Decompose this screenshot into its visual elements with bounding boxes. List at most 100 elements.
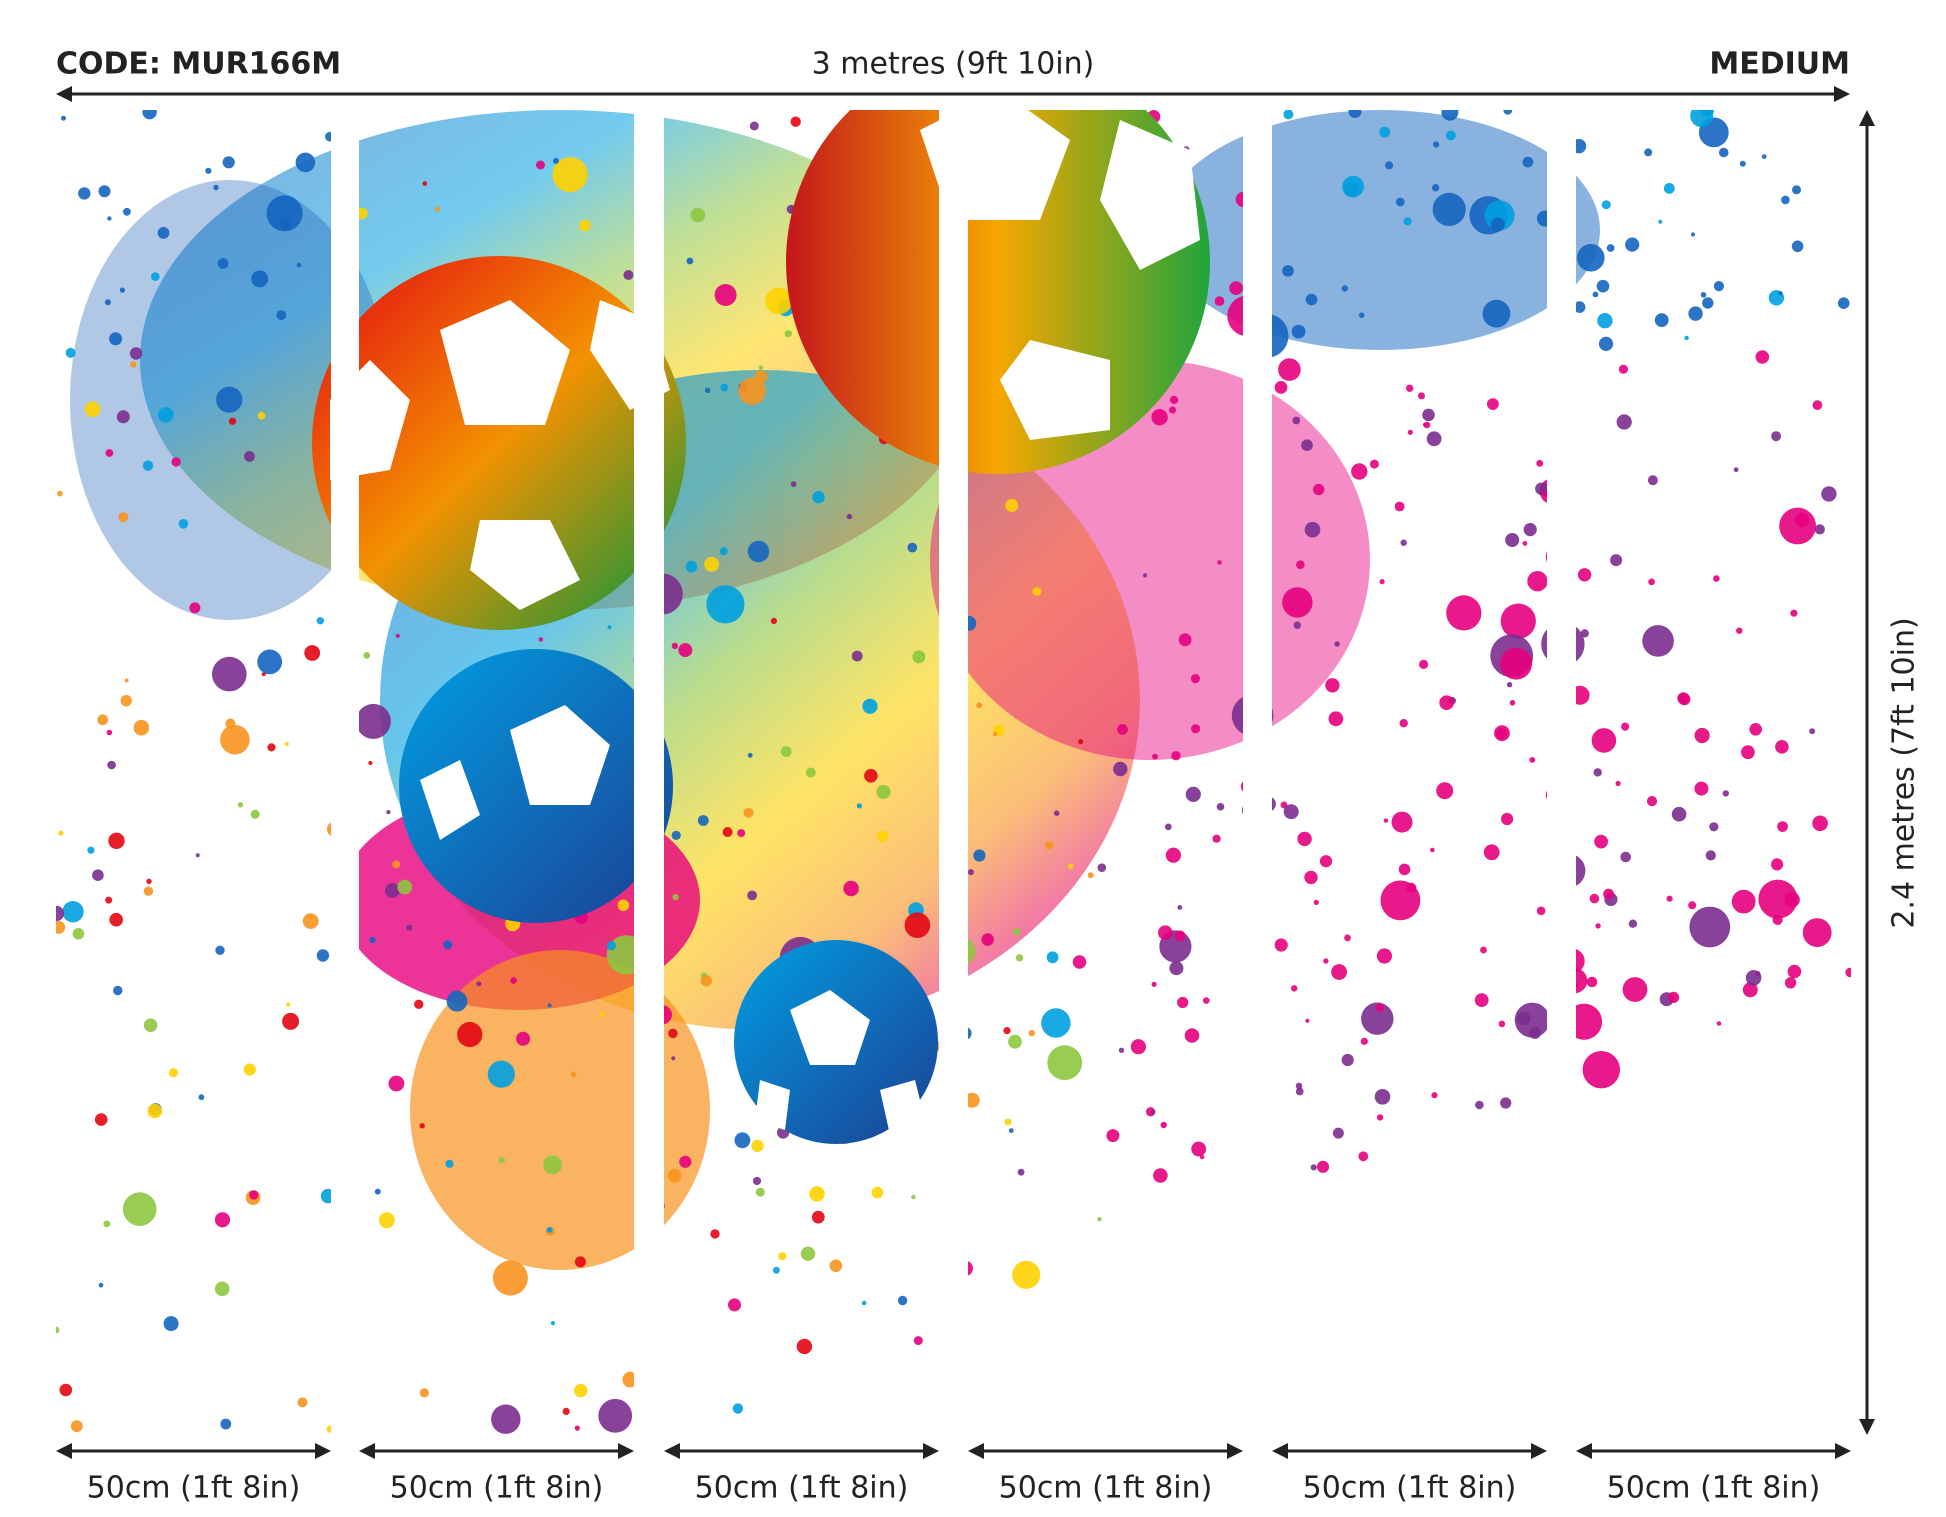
paint-dot [1015, 954, 1024, 962]
paint-dot [1439, 695, 1454, 710]
paint-dot [78, 187, 91, 200]
paint-dot [1244, 314, 1289, 358]
paint-dot [406, 924, 413, 931]
paint-dot [1203, 997, 1210, 1004]
paint-dot [1274, 381, 1288, 394]
panel-width-label: 50cm (1ft 8in) [1303, 1471, 1517, 1506]
paint-dot [1385, 161, 1394, 170]
paint-dot [574, 1256, 586, 1268]
paint-dot [904, 912, 931, 938]
paint-dot [1523, 523, 1537, 537]
splash [1160, 110, 1600, 350]
paint-dot [671, 642, 679, 650]
paint-dot [386, 810, 391, 815]
paint-dot [861, 1300, 867, 1306]
paint-dot [356, 207, 368, 220]
paint-dot [492, 1260, 528, 1296]
paint-dot [331, 498, 345, 511]
paint-dot [142, 460, 154, 471]
paint-dot [1812, 815, 1828, 832]
paint-dot [1171, 751, 1181, 761]
paint-dot [1305, 1018, 1310, 1023]
paint-dot [1595, 923, 1601, 929]
paint-dot [1164, 823, 1172, 831]
paint-dot [719, 547, 728, 556]
paint-dot [1432, 192, 1466, 226]
paint-dot [1243, 966, 1255, 977]
paint-dot [498, 1157, 505, 1164]
paint-dot [912, 650, 926, 664]
paint-dot [395, 633, 400, 638]
paint-dot [1559, 780, 1566, 787]
paint-dot [325, 131, 335, 142]
paint-dot [104, 299, 111, 306]
paint-dot [678, 643, 693, 658]
paint-dot [728, 1298, 741, 1312]
paint-dot [113, 985, 123, 996]
paint-dot [1506, 682, 1513, 688]
paint-dot [214, 1281, 230, 1297]
paint-dot [1610, 554, 1623, 567]
paint-dot [1503, 110, 1513, 115]
paint-dot [635, 337, 645, 347]
paint-dot [758, 365, 764, 371]
paint-dot [378, 1212, 395, 1229]
paint-dot [1113, 761, 1128, 777]
paint-dot [1374, 1089, 1391, 1105]
paint-dot [1648, 578, 1655, 586]
paint-dot [547, 1003, 552, 1008]
paint-dot [1775, 740, 1789, 754]
width-label: 3 metres (9ft 10in) [812, 47, 1095, 82]
paint-dot [1678, 693, 1691, 706]
paint-dot [543, 1155, 562, 1175]
paint-dot [948, 937, 976, 965]
paint-dot [213, 184, 219, 191]
paint-dot [98, 185, 111, 198]
paint-dot [320, 1188, 336, 1204]
paint-dot [1400, 539, 1407, 546]
paint-dot [1169, 961, 1184, 976]
paint-dot [286, 1002, 291, 1007]
paint-dot [1012, 1260, 1041, 1289]
paint-dot [1741, 745, 1755, 760]
paint-dot [276, 310, 287, 320]
paint-dot [296, 262, 302, 268]
paint-dot [649, 811, 656, 818]
paint-dot [1620, 851, 1631, 863]
paint-dot [1779, 507, 1816, 545]
paint-dot [1431, 1092, 1438, 1099]
paint-dot [335, 1296, 344, 1305]
paint-dot [1514, 1002, 1550, 1038]
paint-dot [1596, 279, 1610, 293]
paint-dot [1690, 232, 1696, 237]
paint-dot [1787, 964, 1802, 979]
paint-dot [720, 383, 729, 392]
paint-dot [94, 1113, 108, 1126]
paint-dot [62, 901, 84, 923]
paint-dot [1709, 822, 1719, 832]
paint-dot [334, 1083, 345, 1095]
paint-dot [130, 361, 137, 368]
paint-dot [1814, 524, 1825, 535]
paint-dot [56, 1326, 60, 1334]
paint-dot [84, 401, 101, 418]
paint-dot [327, 821, 343, 837]
paint-dot [1561, 757, 1570, 766]
paint-dot [244, 451, 255, 462]
paint-dot [419, 1388, 429, 1398]
paint-dot [1527, 571, 1548, 592]
paint-dot [958, 1026, 972, 1040]
paint-dot [1391, 811, 1413, 833]
paint-dot [1542, 490, 1549, 497]
paint-dot [945, 403, 960, 417]
paint-dot [168, 1068, 178, 1078]
paint-dot [1509, 700, 1516, 706]
paint-dot [1252, 1191, 1257, 1196]
paint-dot [1694, 727, 1710, 744]
paint-dot [146, 878, 152, 884]
paint-dot [1325, 678, 1340, 693]
paint-dot [1597, 313, 1613, 329]
paint-dot [1185, 786, 1201, 803]
paint-dot [414, 999, 424, 1009]
paint-dot [749, 121, 759, 131]
